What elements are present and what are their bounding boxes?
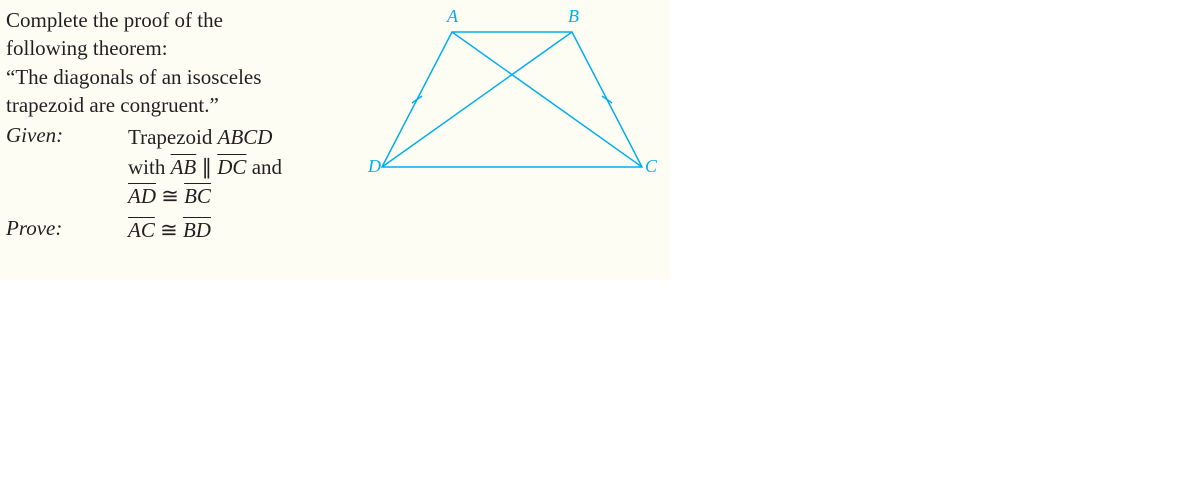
prove-content: AC ≅ BD [128, 216, 211, 245]
intro-line-1: Complete the proof of the [6, 8, 223, 32]
given-ab: AB [171, 155, 197, 179]
given-bc: BC [184, 184, 211, 208]
diagonal-ac [452, 32, 642, 167]
page: Complete the proof of the following theo… [0, 0, 1200, 501]
given-dc: DC [217, 155, 246, 179]
given-content: Trapezoid ABCD with AB ∥ DC and AD ≅ BC [128, 123, 282, 211]
vertex-label-a: A [446, 6, 459, 26]
trapezoid-outline [382, 32, 642, 167]
given-par: ∥ [196, 155, 217, 179]
theorem-line-2: trapezoid are congruent.” [6, 93, 219, 117]
given-ad: AD [128, 184, 156, 208]
prove-block: Prove: AC ≅ BD [6, 216, 670, 245]
prove-label: Prove: [6, 216, 124, 241]
vertex-label-c: C [645, 156, 658, 176]
given-label: Given: [6, 123, 124, 148]
prove-bd: BD [183, 218, 211, 242]
vertex-label-d: D [367, 156, 381, 176]
trapezoid-svg: A B C D [362, 2, 662, 182]
given-1a: Trapezoid [128, 125, 218, 149]
vertex-label-b: B [568, 6, 579, 26]
tick-mark-ad [412, 96, 422, 103]
tick-mark-bc [602, 96, 612, 103]
given-1b: ABCD [218, 125, 273, 149]
prove-cong: ≅ [155, 218, 183, 242]
given-and: and [246, 155, 282, 179]
theorem-line-1: “The diagonals of an isosceles [6, 65, 261, 89]
intro-line-2: following theorem: [6, 36, 168, 60]
diagonal-bd [382, 32, 572, 167]
given-2a: with [128, 155, 171, 179]
prove-ac: AC [128, 218, 155, 242]
given-cong: ≅ [156, 184, 184, 208]
trapezoid-figure: A B C D [362, 2, 662, 182]
